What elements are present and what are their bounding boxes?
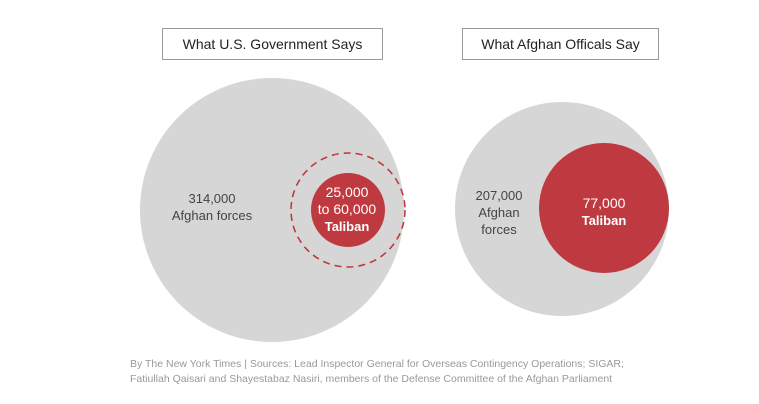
source-line-1: By The New York Times | Sources: Lead In… <box>130 358 624 370</box>
source-credit: By The New York Times | Sources: Lead In… <box>130 357 730 387</box>
us-taliban-range-high: to 60,000 <box>318 201 377 217</box>
afghan-officials-title: What Afghan Officals Say <box>462 28 659 60</box>
afghan-taliban-label: Taliban <box>582 213 627 228</box>
us-taliban-circle <box>311 173 385 247</box>
afghan-taliban-number: 77,000 <box>583 195 626 211</box>
us-taliban-upper-estimate-dashed-circle <box>290 152 406 268</box>
us-forces-label: Afghan forces <box>172 208 253 223</box>
afghan-forces-number: 207,000 <box>476 188 523 203</box>
afghan-forces-label-line1: Afghan <box>478 205 519 220</box>
us-taliban-range-low: 25,000 <box>326 184 369 200</box>
afghan-forces-label-line2: forces <box>481 222 517 237</box>
source-line-2: Fatiullah Qaisari and Shayestabaz Nasiri… <box>130 373 613 385</box>
afghan-taliban-circle <box>539 143 669 273</box>
us-taliban-label: Taliban <box>325 219 370 234</box>
us-afghan-forces-circle <box>140 78 404 342</box>
us-government-title: What U.S. Government Says <box>162 28 383 60</box>
us-forces-number: 314,000 <box>189 191 236 206</box>
